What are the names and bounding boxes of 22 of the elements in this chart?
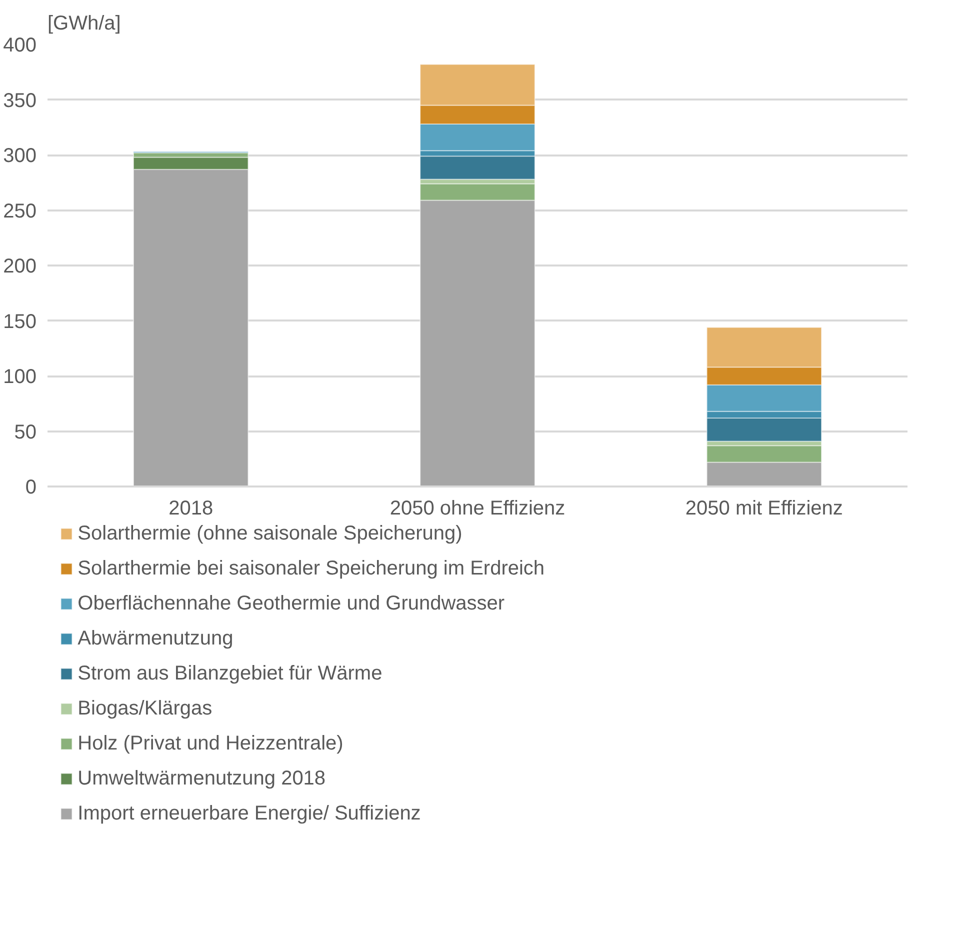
y-tick-label: 300	[3, 145, 37, 167]
x-tick-label: 2018	[168, 498, 214, 520]
y-tick-label: 150	[3, 310, 37, 333]
y-tick-label: 50	[14, 421, 37, 444]
legend-label: Abwärmenutzung	[78, 627, 234, 650]
legend-label: Import erneuerbare Energie/ Suffizienz	[78, 802, 421, 825]
legend-label: Umweltwärmenutzung 2018	[78, 767, 326, 790]
x-tick-label: 2050 ohne Effizienz	[390, 498, 566, 520]
y-tick-label: 0	[25, 476, 36, 498]
y-axis-title: [GWh/a]	[48, 12, 121, 34]
y-tick-label: 200	[3, 256, 37, 278]
y-tick-label: 350	[3, 90, 37, 112]
legend-label: Strom aus Bilanzgebiet für Wärme	[78, 662, 382, 685]
y-tick-label: 250	[3, 200, 37, 222]
y-tick-label: 400	[3, 34, 37, 56]
x-tick-label: 2050 mit Effizienz	[685, 498, 843, 520]
legend-label: Solarthermie bei saisonaler Speicherung im Erdreich	[78, 557, 545, 580]
y-tick-label: 100	[3, 366, 37, 388]
legend-label: Biogas/Klärgas	[78, 697, 212, 720]
legend-label: Solarthermie (ohne saisonale Speicherung)	[78, 522, 462, 545]
legend-label: Oberflächennahe Geothermie und Grundwasser	[78, 592, 505, 615]
legend-label: Holz (Privat und Heizzentrale)	[78, 732, 344, 755]
